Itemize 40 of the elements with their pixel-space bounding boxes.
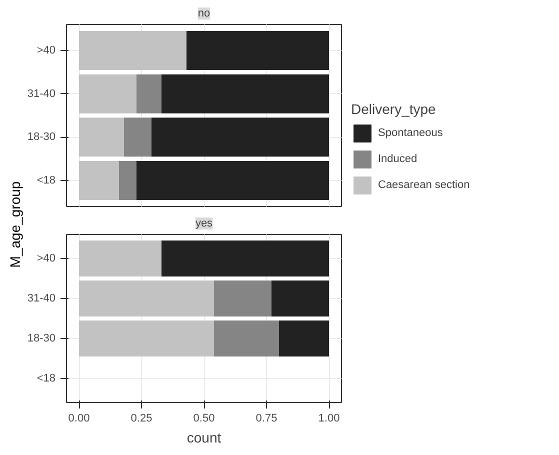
legend-label: Caesarean section [378,178,470,193]
x-tick-label: 1.00 [318,412,340,424]
bar [79,118,124,157]
bar [152,118,329,157]
y-tick-label: 18-30 [27,332,56,344]
y-axis-title: M_age_group [6,181,23,268]
y-tick-label: <18 [36,174,56,186]
chart-title: yes [195,218,214,230]
bar [79,320,214,356]
x-tick-label: 0.25 [130,412,152,424]
chart-title: no [198,8,210,20]
bar [79,161,119,200]
bar [214,280,272,316]
y-tick-label: >40 [36,252,56,264]
bar [162,74,329,114]
legend-label: Spontaneous [378,126,443,141]
legend-label: Induced [378,152,418,167]
bar [79,31,186,70]
y-tick-label: <18 [36,372,56,384]
x-tick-label: 0.50 [193,412,215,424]
bar [79,240,162,276]
legend-title: Delivery_type [351,101,437,117]
y-tick-label: 31-40 [27,88,56,100]
bar [214,320,279,356]
y-tick-label: 31-40 [27,292,56,304]
bar [272,280,329,316]
bar [119,161,136,200]
bar [136,161,329,200]
y-tick-label: 18-30 [27,131,56,144]
bar [279,320,329,356]
bar [162,240,329,276]
x-tick-label: 0.00 [68,412,90,424]
bar [124,118,152,157]
x-axis-title: count [186,430,222,446]
bar [136,74,162,114]
bar [79,74,136,114]
x-tick-label: 0.75 [256,412,278,424]
y-tick-label: >40 [36,44,56,56]
bar [79,280,214,316]
bar [186,31,329,70]
